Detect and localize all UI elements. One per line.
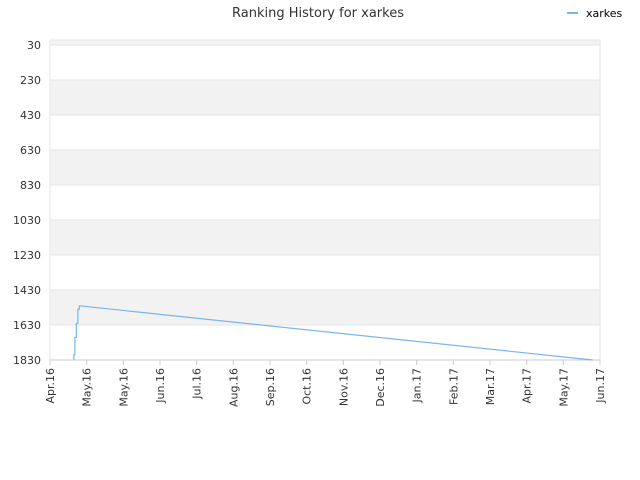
x-tick-label: Jul.16 xyxy=(191,368,204,400)
y-tick-label: 1830 xyxy=(13,354,41,367)
plot-band xyxy=(50,150,600,185)
x-tick-label: Mar.17 xyxy=(484,368,497,405)
y-tick-label: 830 xyxy=(20,179,41,192)
plot-top-band xyxy=(50,40,600,45)
plot-band xyxy=(50,290,600,325)
x-tick-label: Apr.17 xyxy=(521,368,534,404)
x-tick-label: May.16 xyxy=(81,368,94,407)
x-tick-label: Nov.16 xyxy=(337,368,350,406)
series-line-xarkes xyxy=(73,305,593,361)
y-tick-label: 230 xyxy=(20,74,41,87)
y-tick-label: 30 xyxy=(27,39,41,52)
x-tick-label: May.17 xyxy=(557,368,570,407)
x-tick-label: Feb.17 xyxy=(447,368,460,405)
plot-band xyxy=(50,220,600,255)
x-tick-label: Oct.16 xyxy=(301,368,314,405)
x-tick-label: Apr.16 xyxy=(44,368,57,404)
plot-band xyxy=(50,255,600,290)
y-tick-label: 1430 xyxy=(13,284,41,297)
x-tick-label: May.16 xyxy=(117,368,130,407)
y-tick-label: 1230 xyxy=(13,249,41,262)
x-tick-label: Jun.16 xyxy=(154,368,167,404)
plot-band xyxy=(50,115,600,150)
y-tick-label: 1630 xyxy=(13,319,41,332)
plot-band xyxy=(50,185,600,220)
legend-label[interactable]: xarkes xyxy=(586,7,623,20)
x-tick-label: Dec.16 xyxy=(374,368,387,407)
y-tick-label: 430 xyxy=(20,109,41,122)
chart-title: Ranking History for xarkes xyxy=(232,6,404,21)
plot-band xyxy=(50,80,600,115)
legend: xarkes xyxy=(567,7,623,20)
plot-band xyxy=(50,325,600,360)
x-tick-label: Jan.17 xyxy=(411,368,424,403)
x-tick-label: Aug.16 xyxy=(227,368,240,407)
y-tick-label: 630 xyxy=(20,144,41,157)
x-tick-label: Jun.17 xyxy=(594,368,607,404)
y-tick-label: 1030 xyxy=(13,214,41,227)
plot-band xyxy=(50,45,600,80)
x-tick-label: Sep.16 xyxy=(264,368,277,406)
